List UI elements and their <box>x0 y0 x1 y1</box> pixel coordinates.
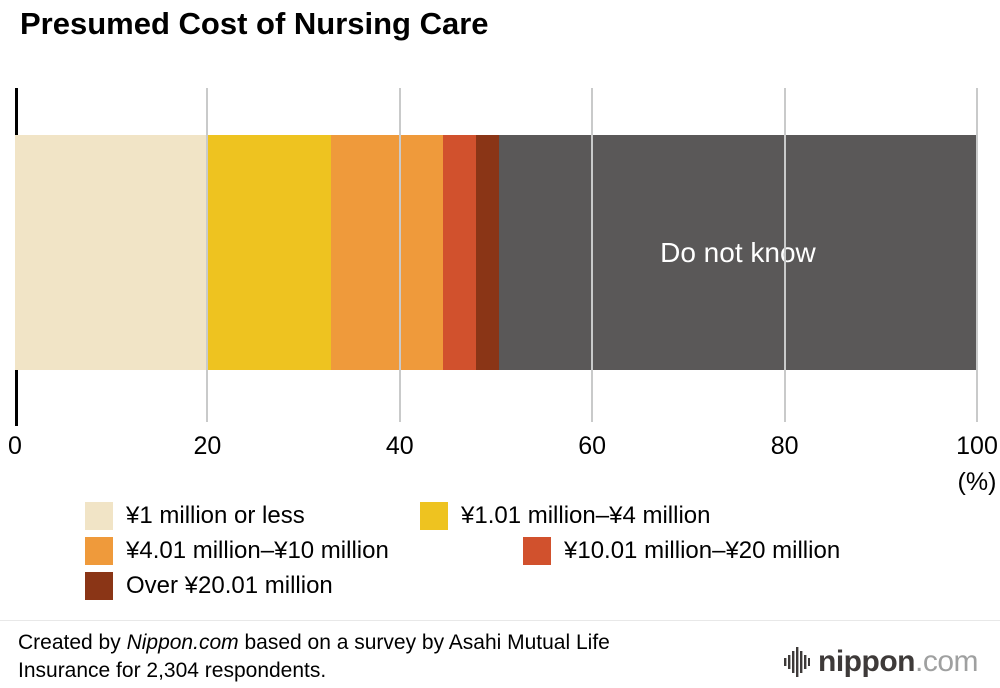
legend-label: ¥10.01 million–¥20 million <box>564 537 841 564</box>
legend-row: ¥4.01 million–¥10 million ¥10.01 million–… <box>85 537 840 565</box>
bar-segment-5 <box>475 135 499 370</box>
legend-swatch <box>523 537 551 565</box>
legend-row: ¥1 million or less ¥1.01 million–¥4 milli… <box>85 502 840 530</box>
legend-item: ¥1.01 million–¥4 million <box>420 502 710 530</box>
logo-tld: .com <box>914 645 979 678</box>
in-bar-label: Do not know <box>660 236 816 268</box>
gridline-40 <box>398 88 401 422</box>
nippon-logo: nippon.com <box>784 645 979 679</box>
bar-segment-2 <box>208 135 331 370</box>
credit-line1-rest: based on a survey by Asahi Mutual Life <box>238 631 610 654</box>
x-tick-label-80: 80 <box>770 432 799 460</box>
legend-swatch <box>85 537 113 565</box>
legend-item: ¥10.01 million–¥20 million <box>523 537 840 565</box>
stacked-bar: Do not know <box>15 135 977 370</box>
bar-segment-3 <box>330 135 444 370</box>
footer: Created by Nippon.com based on a survey … <box>0 620 1000 688</box>
legend-label: ¥1 million or less <box>126 502 305 529</box>
gridline-80 <box>783 88 786 422</box>
bar-segment-1 <box>15 135 209 370</box>
credit-source: Nippon.com <box>126 631 239 654</box>
gridline-60 <box>591 88 594 422</box>
legend-label: ¥4.01 million–¥10 million <box>126 537 389 564</box>
nippon-logo-text: nippon.com <box>818 645 978 679</box>
legend-item: ¥4.01 million–¥10 million <box>85 537 523 565</box>
x-tick-label-100: 100 <box>956 432 998 460</box>
legend-swatch <box>85 502 113 530</box>
gridline-20 <box>206 88 209 422</box>
logo-name: nippon <box>818 645 915 678</box>
credit-line2: Insurance for 2,304 respondents. <box>18 658 327 682</box>
legend: ¥1 million or less ¥1.01 million–¥4 milli… <box>85 502 840 600</box>
credit-text: Created by Nippon.com based on a survey … <box>18 629 738 684</box>
legend-swatch <box>420 502 448 530</box>
gridline-100 <box>976 88 978 422</box>
x-tick-label-60: 60 <box>578 432 607 460</box>
credit-prefix: Created by <box>18 631 127 654</box>
legend-label: ¥1.01 million–¥4 million <box>461 502 711 529</box>
bar-segment-6: Do not know <box>498 135 977 370</box>
legend-item: ¥1 million or less <box>85 502 420 530</box>
chart-title: Presumed Cost of Nursing Care <box>20 6 489 41</box>
x-tick-label-0: 0 <box>8 432 22 460</box>
legend-row: Over ¥20.01 million <box>85 572 840 600</box>
x-axis-unit-label: (%) <box>957 468 997 496</box>
nippon-logo-icon <box>784 647 811 677</box>
legend-label: Over ¥20.01 million <box>126 572 333 599</box>
x-tick-label-40: 40 <box>385 432 414 460</box>
stacked-bar-chart: Do not know (%) 0 20 40 60 80 100 <box>8 88 998 496</box>
x-tick-label-20: 20 <box>193 432 222 460</box>
legend-item: Over ¥20.01 million <box>85 572 333 600</box>
legend-swatch <box>85 572 113 600</box>
bar-segment-4 <box>443 135 476 370</box>
